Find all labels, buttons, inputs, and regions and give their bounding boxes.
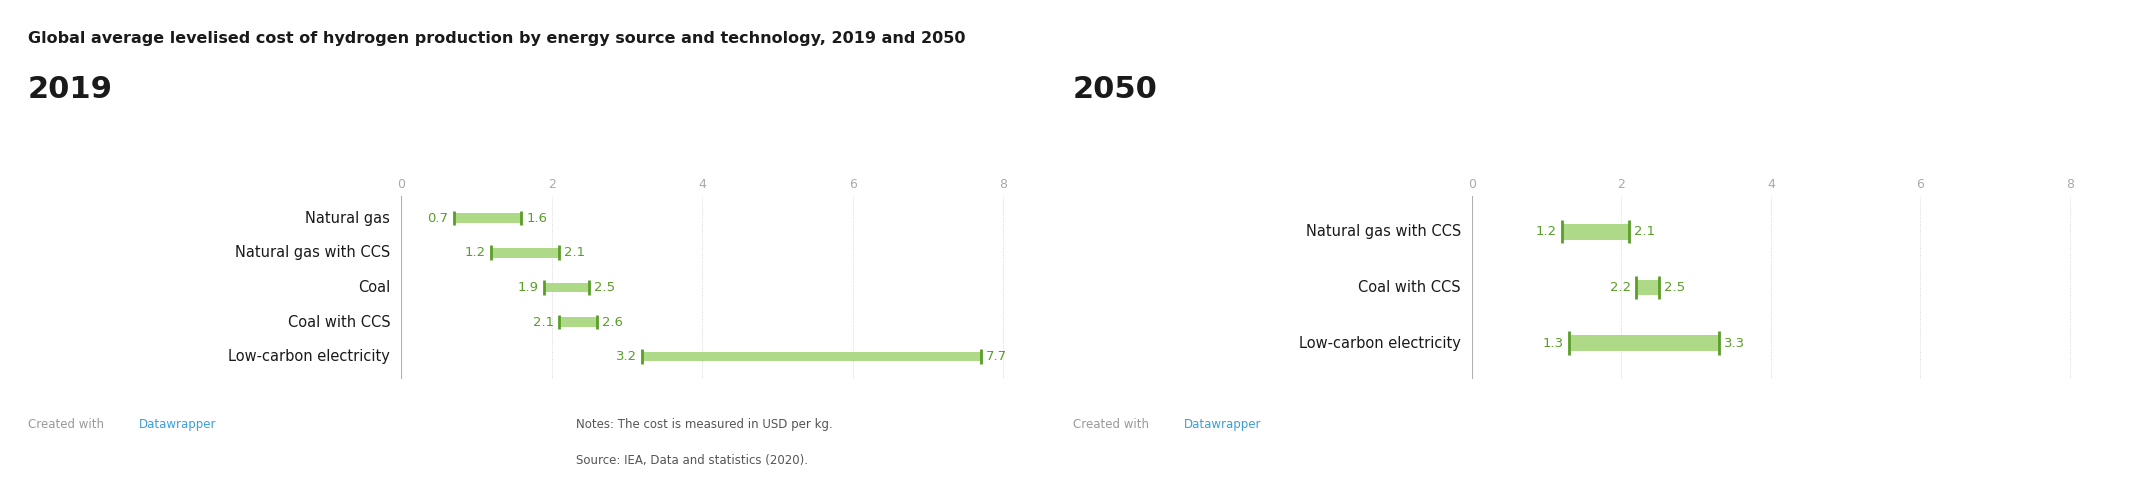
Bar: [1636, 280, 1659, 295]
Text: 1.2: 1.2: [465, 246, 486, 259]
Text: 1.9: 1.9: [518, 281, 540, 294]
Text: 1.6: 1.6: [527, 212, 548, 225]
Text: Low-carbon electricity: Low-carbon electricity: [228, 349, 390, 364]
Text: 2.1: 2.1: [533, 315, 555, 328]
Bar: [642, 352, 981, 361]
Bar: [454, 213, 520, 223]
Text: Low-carbon electricity: Low-carbon electricity: [1299, 336, 1461, 351]
Bar: [559, 317, 597, 327]
Text: 3.2: 3.2: [616, 350, 636, 363]
Text: 2019: 2019: [28, 75, 113, 104]
Text: 3.3: 3.3: [1723, 337, 1745, 350]
Text: Natural gas with CCS: Natural gas with CCS: [235, 245, 390, 260]
Text: 2.1: 2.1: [565, 246, 584, 259]
Text: Coal with CCS: Coal with CCS: [288, 314, 390, 329]
Text: Coal with CCS: Coal with CCS: [1359, 280, 1461, 295]
Bar: [491, 248, 559, 257]
Text: Coal: Coal: [358, 280, 390, 295]
Bar: [1570, 335, 1719, 351]
Text: 1.3: 1.3: [1542, 337, 1563, 350]
Text: 2.2: 2.2: [1610, 281, 1632, 294]
Text: 0.7: 0.7: [427, 212, 448, 225]
Text: 2.5: 2.5: [1664, 281, 1685, 294]
Text: Notes: The cost is measured in USD per kg.: Notes: The cost is measured in USD per k…: [576, 418, 832, 431]
Text: 1.2: 1.2: [1536, 225, 1557, 238]
Bar: [544, 283, 589, 292]
Text: Created with: Created with: [1073, 418, 1152, 431]
Text: 2050: 2050: [1073, 75, 1158, 104]
Text: Natural gas with CCS: Natural gas with CCS: [1305, 224, 1461, 239]
Text: 2.5: 2.5: [595, 281, 616, 294]
Text: 2.1: 2.1: [1634, 225, 1655, 238]
Text: Datawrapper: Datawrapper: [139, 418, 215, 431]
Text: 7.7: 7.7: [985, 350, 1007, 363]
Bar: [1561, 224, 1630, 240]
Text: Global average levelised cost of hydrogen production by energy source and techno: Global average levelised cost of hydroge…: [28, 31, 966, 46]
Text: Source: IEA, Data and statistics (2020).: Source: IEA, Data and statistics (2020).: [576, 454, 808, 467]
Text: Natural gas: Natural gas: [305, 211, 390, 226]
Text: Created with: Created with: [28, 418, 107, 431]
Text: 2.6: 2.6: [602, 315, 623, 328]
Text: Datawrapper: Datawrapper: [1184, 418, 1261, 431]
